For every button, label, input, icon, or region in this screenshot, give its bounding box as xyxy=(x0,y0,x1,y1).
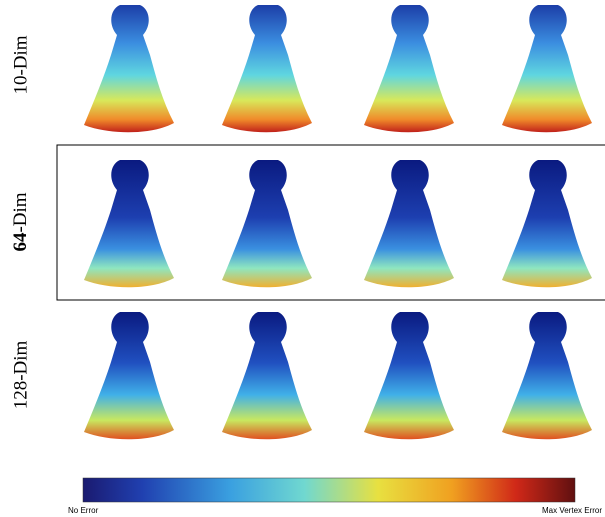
colorbar xyxy=(83,478,575,502)
colorbar-min-label: No Error xyxy=(68,506,99,515)
dress xyxy=(84,160,174,287)
row-64 xyxy=(84,160,592,287)
row-128 xyxy=(84,312,592,439)
dress xyxy=(364,5,454,132)
dress xyxy=(502,312,592,439)
dress xyxy=(364,312,454,439)
dress xyxy=(364,160,454,287)
dress xyxy=(222,312,312,439)
dress xyxy=(222,5,312,132)
row-label: 64-Dim xyxy=(10,192,31,251)
dress xyxy=(502,160,592,287)
dress xyxy=(502,5,592,132)
row-label: 10-Dim xyxy=(10,35,31,94)
row-label-rest: -Dim xyxy=(10,192,31,232)
dress xyxy=(222,160,312,287)
colorbar-max-label: Max Vertex Error xyxy=(542,506,602,515)
row-10 xyxy=(84,5,592,132)
dress xyxy=(84,5,174,132)
row-label-bold: 64 xyxy=(10,232,31,252)
dress xyxy=(84,312,174,439)
figure: 10-Dim 64-Dim 128-Dim No Error Max Verte… xyxy=(0,0,605,517)
row-label: 128-Dim xyxy=(10,340,31,409)
